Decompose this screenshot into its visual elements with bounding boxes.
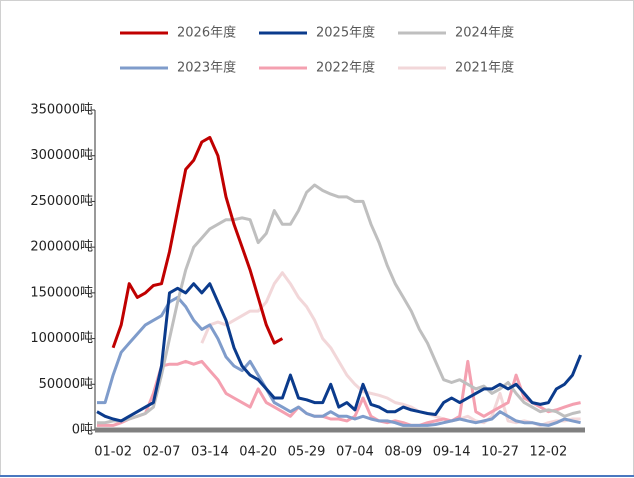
legend-label: 2025年度 — [316, 25, 375, 41]
legend-label: 2021年度 — [455, 60, 514, 76]
series-line — [96, 282, 582, 423]
x-tick-label: 07-04 — [336, 445, 374, 460]
y-tick-label: 250000吨 — [30, 194, 93, 209]
legend-label: 2022年度 — [316, 60, 375, 76]
legend-label: 2026年度 — [177, 25, 236, 41]
series-line — [97, 183, 581, 425]
legend-label: 2023年度 — [177, 60, 236, 76]
y-tick-label: 0吨 — [72, 423, 93, 438]
x-tick-label: 04-20 — [239, 445, 277, 460]
x-tick-label: 10-27 — [481, 445, 519, 460]
x-tick-label: 03-14 — [191, 445, 229, 460]
x-tick-label: 05-29 — [288, 445, 326, 460]
y-tick-label: 50000吨 — [39, 377, 93, 392]
x-tick-label: 01-02 — [94, 445, 132, 460]
x-tick-label: 02-07 — [143, 445, 181, 460]
y-tick-label: 300000吨 — [30, 148, 93, 163]
x-tick-label: 09-14 — [433, 445, 471, 460]
series-line — [111, 135, 284, 349]
y-tick-label: 100000吨 — [30, 331, 93, 346]
x-tick-label: 08-09 — [384, 445, 422, 460]
series-line — [97, 359, 581, 427]
x-tick-label: 12-02 — [529, 445, 567, 460]
legend-label: 2024年度 — [455, 25, 514, 41]
y-tick-label: 350000吨 — [30, 103, 93, 118]
y-tick-label: 150000吨 — [30, 285, 93, 300]
y-tick-label: 200000吨 — [30, 240, 93, 255]
